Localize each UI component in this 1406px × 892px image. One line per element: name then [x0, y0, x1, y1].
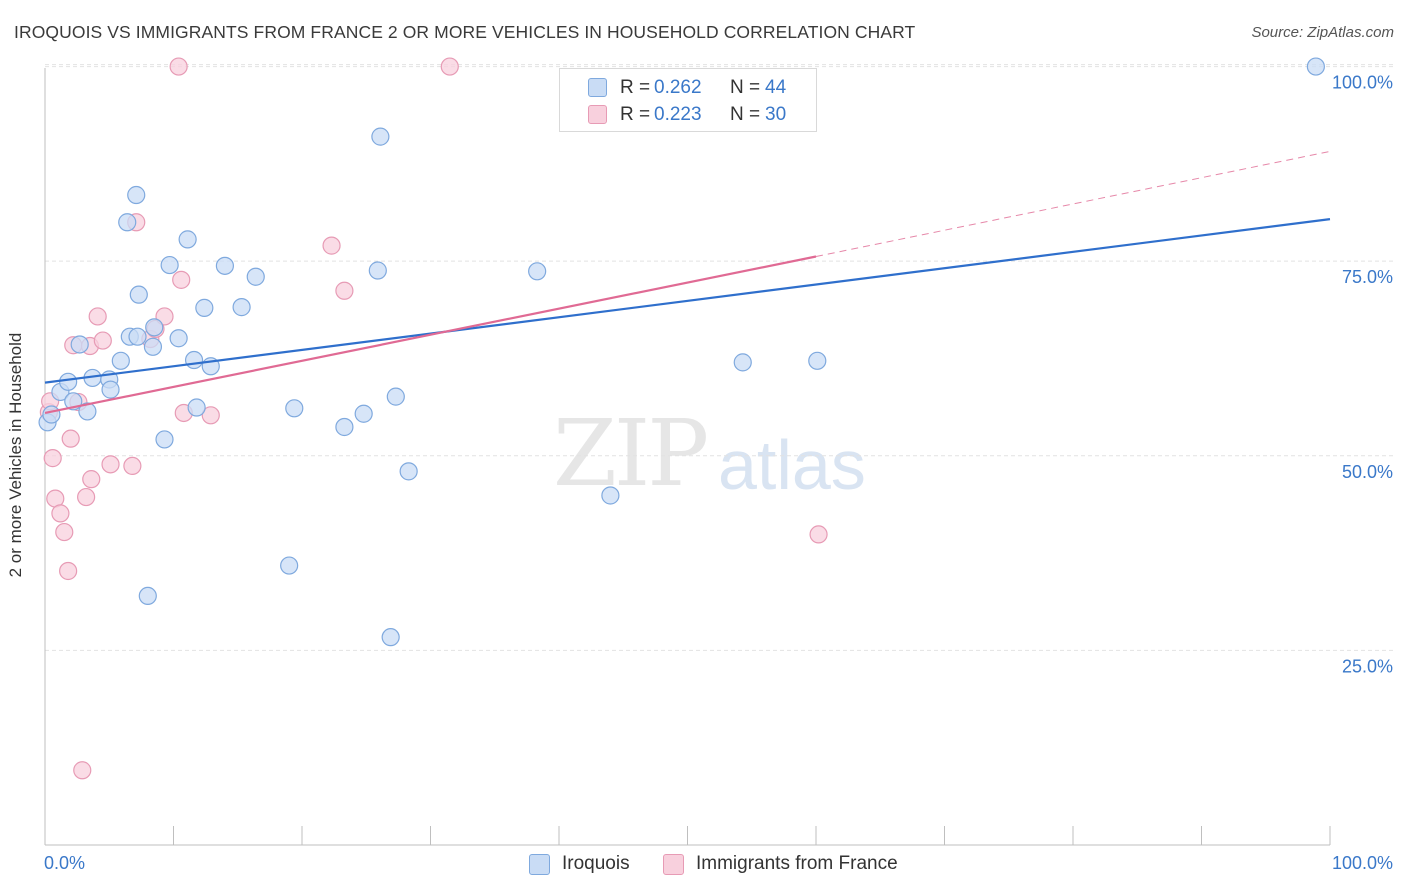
iroquois-point	[143, 337, 163, 356]
iroquois-point	[178, 230, 197, 249]
iroquois-point	[280, 556, 299, 575]
iroquois-point	[145, 318, 164, 337]
legend-label: Iroquois	[562, 853, 630, 874]
watermark-zip: ZIP	[553, 400, 709, 507]
y-tick-label: 50.0%	[1342, 462, 1393, 482]
stats-swatch-france	[588, 105, 607, 124]
iroquois-point	[528, 262, 547, 281]
iroquois-point	[138, 586, 157, 606]
stats-swatch-iroquois	[588, 78, 607, 97]
iroquois-point	[118, 213, 137, 232]
iroquois-point	[78, 402, 97, 421]
france-point	[169, 57, 188, 76]
iroquois-point	[246, 267, 265, 286]
france-point	[59, 561, 78, 581]
france-point	[61, 429, 80, 448]
iroquois-point	[127, 185, 146, 205]
r-label: R =	[620, 77, 651, 98]
france-point	[172, 270, 191, 289]
france-point	[440, 57, 459, 76]
iroquois-point	[368, 261, 387, 280]
stats-box: R = 0.262 N = 44 R = 0.223 N = 30	[559, 68, 817, 132]
iroquois-point	[169, 329, 188, 348]
france-point	[322, 236, 341, 255]
y-tick-label: 75.0%	[1342, 267, 1393, 287]
iroquois-point	[808, 351, 827, 370]
iroquois-point	[101, 380, 120, 399]
y-tick-label: 100.0%	[1332, 73, 1393, 93]
iroquois-point	[160, 255, 179, 275]
france-point	[82, 470, 101, 489]
france-point	[73, 761, 92, 780]
iroquois-point	[733, 353, 752, 372]
france-point	[43, 449, 62, 468]
iroquois-point	[285, 399, 304, 418]
n-value: 30	[765, 104, 787, 125]
france-point	[123, 456, 142, 476]
legend: Iroquois Immigrants from France	[0, 852, 1406, 878]
france-point	[201, 406, 220, 425]
iroquois-point	[354, 404, 373, 423]
stats-row-france: R = 0.223 N = 30	[560, 102, 816, 128]
r-value: 0.223	[654, 104, 702, 125]
iroquois-point	[111, 351, 130, 370]
iroquois-point	[129, 285, 148, 304]
y-axis-label: 2 or more Vehicles in Household	[6, 332, 25, 578]
france-point	[101, 455, 120, 474]
stats-row-iroquois: R = 0.262 N = 44	[560, 75, 816, 101]
france-point	[55, 522, 74, 542]
r-value: 0.262	[654, 77, 702, 98]
france-trend-line	[44, 255, 817, 415]
iroquois-point	[215, 256, 234, 275]
iroquois-point	[381, 628, 400, 647]
x-tick-label: 0.0%	[44, 853, 85, 873]
n-label: N =	[730, 104, 761, 125]
france-point	[809, 525, 828, 544]
france-point	[93, 331, 112, 350]
y-tick-label: 25.0%	[1342, 656, 1393, 676]
france-point	[77, 487, 96, 507]
r-label: R =	[620, 104, 651, 125]
iroquois-point	[70, 335, 89, 354]
legend-swatch-iroquois	[529, 854, 550, 875]
iroquois-trend-line	[44, 218, 1331, 384]
n-label: N =	[730, 77, 761, 98]
n-value: 44	[765, 77, 787, 98]
iroquois-point	[184, 350, 204, 370]
iroquois-point	[155, 430, 174, 449]
legend-label: Immigrants from France	[696, 853, 898, 874]
iroquois-point	[371, 127, 390, 146]
x-tick-label: 100.0%	[1332, 853, 1393, 873]
watermark-atlas: atlas	[718, 426, 866, 504]
iroquois-point	[59, 372, 78, 391]
iroquois-point	[335, 417, 354, 437]
france-point	[51, 504, 70, 523]
france-trend-line-extension	[815, 150, 1331, 257]
iroquois-point	[386, 387, 405, 406]
legend-swatch-france	[663, 854, 684, 875]
iroquois-point	[1306, 57, 1325, 76]
iroquois-point	[187, 398, 206, 417]
iroquois-point	[42, 405, 61, 424]
iroquois-point	[195, 298, 214, 317]
y-axis-label-wrap: 2 or more Vehicles in Household	[6, 333, 26, 578]
iroquois-point	[232, 298, 251, 317]
iroquois-point	[399, 462, 418, 481]
iroquois-point	[601, 486, 620, 505]
source-label: Source: ZipAtlas.com	[1251, 24, 1394, 41]
france-point	[88, 307, 107, 326]
iroquois-point	[128, 327, 147, 346]
france-point	[335, 281, 354, 300]
chart-title: IROQUOIS VS IMMIGRANTS FROM FRANCE 2 OR …	[14, 22, 916, 42]
